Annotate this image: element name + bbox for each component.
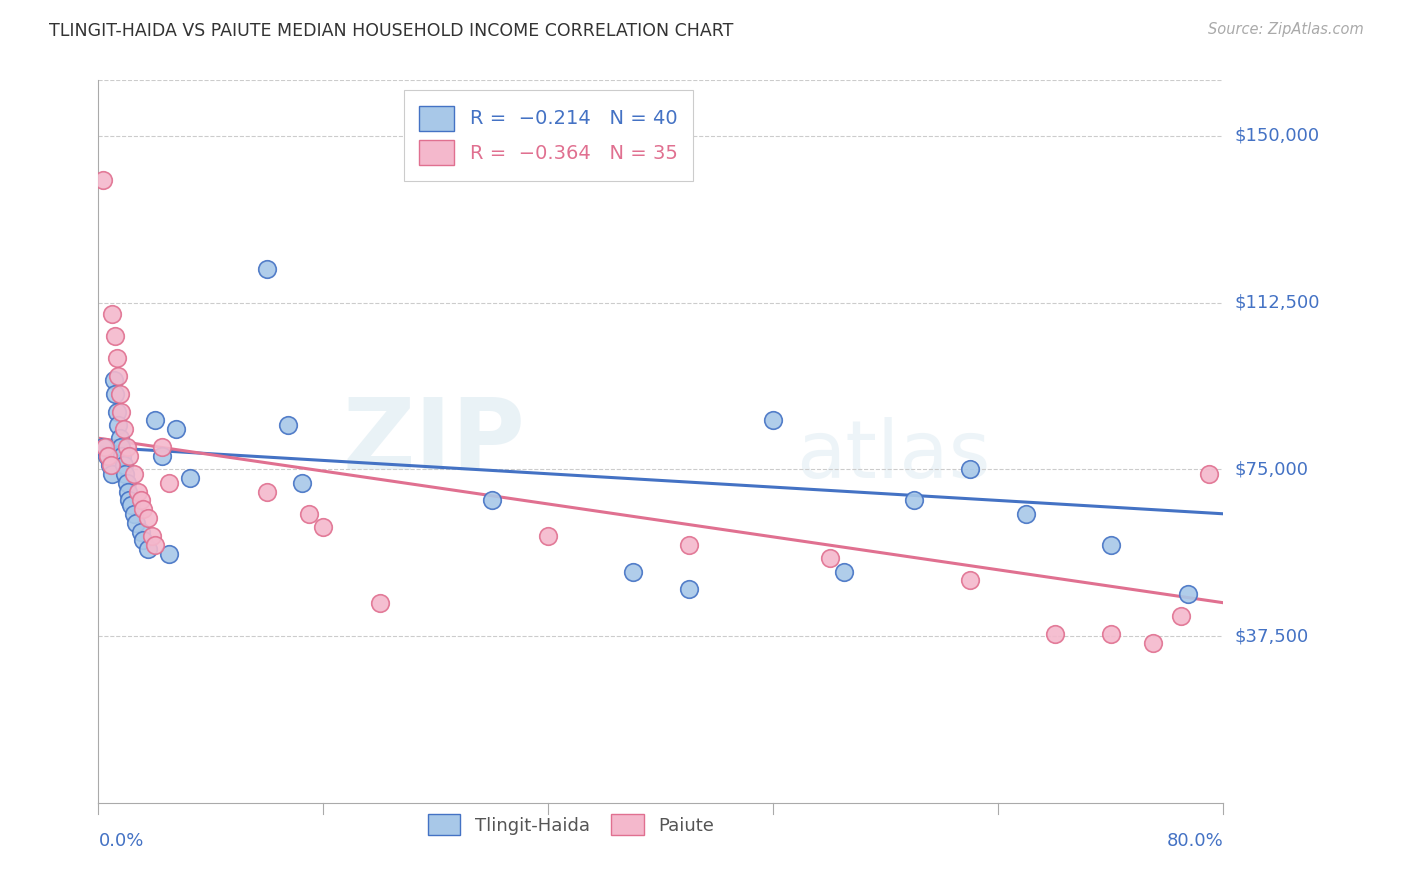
- Point: [1043, 627, 1066, 641]
- Point: [141, 529, 163, 543]
- Text: ZIP: ZIP: [343, 393, 526, 490]
- Point: [1177, 587, 1199, 601]
- Point: [1015, 507, 1038, 521]
- Point: [122, 507, 145, 521]
- Point: [157, 475, 180, 490]
- Point: [112, 458, 135, 472]
- Point: [91, 173, 114, 187]
- Point: [117, 484, 139, 499]
- Point: [103, 373, 125, 387]
- Point: [96, 449, 118, 463]
- Point: [104, 386, 127, 401]
- Point: [120, 498, 142, 512]
- Point: [125, 516, 148, 530]
- Text: $112,500: $112,500: [1234, 293, 1320, 311]
- Point: [118, 449, 141, 463]
- Point: [132, 502, 155, 516]
- Point: [818, 551, 841, 566]
- Point: [118, 493, 141, 508]
- Point: [1099, 627, 1122, 641]
- Point: [678, 538, 700, 552]
- Point: [762, 413, 785, 427]
- Point: [105, 351, 128, 366]
- Point: [1198, 467, 1220, 481]
- Point: [100, 458, 122, 472]
- Point: [127, 484, 149, 499]
- Point: [91, 440, 114, 454]
- Point: [110, 440, 132, 454]
- Point: [107, 368, 129, 383]
- Point: [104, 329, 127, 343]
- Point: [165, 422, 187, 436]
- Point: [108, 431, 131, 445]
- Point: [312, 520, 335, 534]
- Point: [143, 413, 166, 427]
- Text: TLINGIT-HAIDA VS PAIUTE MEDIAN HOUSEHOLD INCOME CORRELATION CHART: TLINGIT-HAIDA VS PAIUTE MEDIAN HOUSEHOLD…: [49, 22, 734, 40]
- Point: [143, 538, 166, 552]
- Point: [111, 449, 134, 463]
- Point: [112, 422, 135, 436]
- Legend: Tlingit-Haida, Paiute: Tlingit-Haida, Paiute: [419, 805, 723, 845]
- Point: [298, 507, 321, 521]
- Point: [105, 404, 128, 418]
- Point: [132, 533, 155, 548]
- Point: [481, 493, 503, 508]
- Point: [1142, 636, 1164, 650]
- Point: [115, 440, 138, 454]
- Point: [903, 493, 925, 508]
- Point: [129, 493, 152, 508]
- Text: 80.0%: 80.0%: [1167, 831, 1223, 850]
- Point: [136, 542, 159, 557]
- Point: [150, 449, 173, 463]
- Point: [115, 475, 138, 490]
- Text: $37,500: $37,500: [1234, 627, 1309, 645]
- Point: [136, 511, 159, 525]
- Point: [179, 471, 201, 485]
- Point: [959, 574, 981, 588]
- Point: [122, 467, 145, 481]
- Point: [832, 565, 855, 579]
- Text: atlas: atlas: [796, 417, 990, 495]
- Point: [157, 547, 180, 561]
- Text: Source: ZipAtlas.com: Source: ZipAtlas.com: [1208, 22, 1364, 37]
- Point: [101, 307, 124, 321]
- Point: [256, 262, 278, 277]
- Text: $75,000: $75,000: [1234, 460, 1309, 478]
- Point: [678, 582, 700, 597]
- Point: [110, 404, 132, 418]
- Point: [101, 467, 124, 481]
- Point: [94, 440, 117, 454]
- Text: 0.0%: 0.0%: [98, 831, 143, 850]
- Point: [114, 467, 136, 481]
- Point: [291, 475, 314, 490]
- Point: [98, 458, 121, 472]
- Point: [108, 386, 131, 401]
- Point: [107, 417, 129, 432]
- Point: [256, 484, 278, 499]
- Point: [621, 565, 644, 579]
- Text: $150,000: $150,000: [1234, 127, 1319, 145]
- Point: [97, 449, 120, 463]
- Point: [368, 596, 391, 610]
- Point: [1170, 609, 1192, 624]
- Point: [129, 524, 152, 539]
- Point: [277, 417, 299, 432]
- Point: [150, 440, 173, 454]
- Point: [537, 529, 560, 543]
- Point: [959, 462, 981, 476]
- Point: [1099, 538, 1122, 552]
